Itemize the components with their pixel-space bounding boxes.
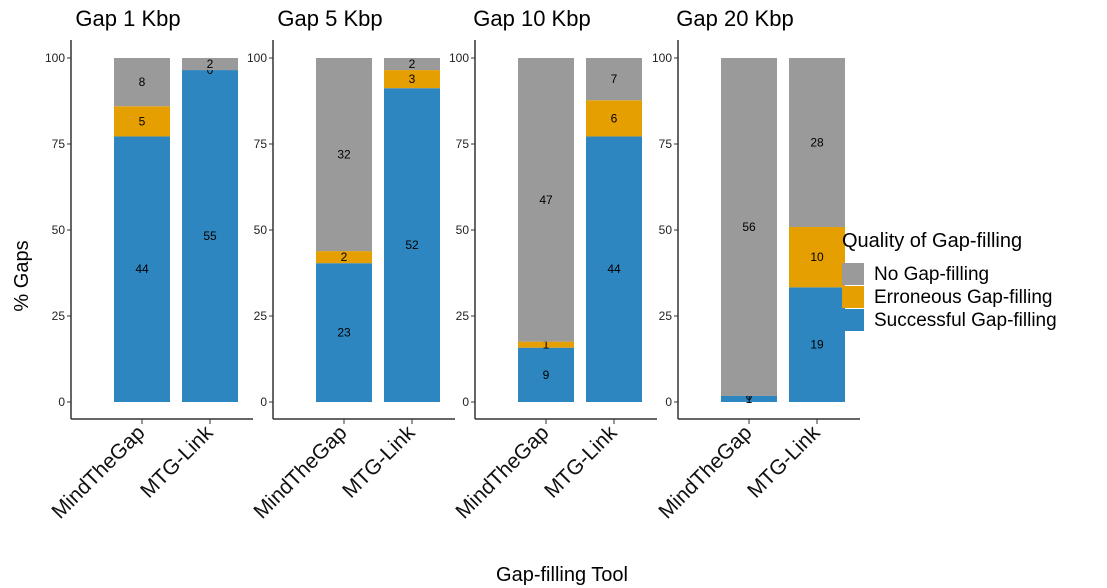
x-tick-label: MindTheGap: [654, 421, 756, 523]
data-label: 2: [341, 250, 348, 264]
bar-segment-successful-gap-filling: [316, 263, 372, 402]
data-label: 1: [543, 338, 550, 352]
data-label: 10: [810, 250, 824, 264]
legend-label: Erroneous Gap-filling: [874, 287, 1052, 308]
legend-title: Quality of Gap-filling: [842, 230, 1022, 252]
bar-segment-successful-gap-filling: [182, 70, 238, 402]
data-label: 2: [207, 57, 214, 71]
y-tick-label: 25: [456, 309, 470, 323]
legend-swatch: [842, 309, 864, 331]
y-tick-label: 25: [254, 309, 268, 323]
bar-segment-erroneous-gap-filling: [518, 341, 574, 348]
data-label: 3: [409, 72, 416, 86]
y-tick-label: 100: [652, 51, 672, 65]
x-tick-label: MindTheGap: [47, 421, 149, 523]
y-tick-label: 50: [659, 223, 673, 237]
panel-title: Gap 20 Kbp: [676, 6, 793, 31]
bar-segment-erroneous-gap-filling: [586, 100, 642, 137]
y-tick-label: 75: [659, 137, 673, 151]
data-label: 55: [203, 229, 217, 243]
x-tick-label: MindTheGap: [249, 421, 351, 523]
x-tick-label: MTG-Link: [743, 421, 825, 503]
data-label: 9: [543, 368, 550, 382]
bar-segment-successful-gap-filling: [384, 88, 440, 402]
y-tick-label: 50: [52, 223, 66, 237]
data-label: 52: [405, 238, 419, 252]
bar-segment-successful-gap-filling: [518, 347, 574, 402]
data-label: 44: [135, 262, 149, 276]
bar-segment-erroneous-gap-filling: [384, 70, 440, 89]
y-tick-label: 75: [52, 137, 66, 151]
legend-swatch: [842, 286, 864, 308]
bar-segment-successful-gap-filling: [789, 287, 845, 402]
panel-1: Gap 1 Kbp02550751004458MindTheGap5502MTG…: [45, 6, 253, 523]
bar-segment-no-gap-filling: [518, 58, 574, 342]
x-tick-label: MTG-Link: [338, 421, 420, 503]
y-tick-label: 0: [58, 395, 65, 409]
y-tick-label: 75: [456, 137, 470, 151]
x-axis-title: Gap-filling Tool: [496, 564, 628, 586]
y-tick-label: 0: [462, 395, 469, 409]
x-tick-label: MTG-Link: [540, 421, 622, 503]
bar-segment-no-gap-filling: [182, 58, 238, 71]
bar-segment-no-gap-filling: [114, 58, 170, 107]
x-tick-label: MindTheGap: [451, 421, 553, 523]
data-label: 7: [611, 72, 618, 86]
bar-segment-no-gap-filling: [586, 58, 642, 101]
data-label: 19: [810, 338, 824, 352]
y-tick-label: 100: [449, 51, 469, 65]
bar-segment-erroneous-gap-filling: [789, 226, 845, 288]
bar-segment-erroneous-gap-filling: [316, 251, 372, 264]
data-label: 1: [746, 392, 753, 406]
data-label: 8: [139, 75, 146, 89]
panel-2: Gap 5 Kbp025507510023232MindTheGap5232MT…: [247, 6, 455, 523]
data-label: 28: [810, 135, 824, 149]
y-tick-label: 75: [254, 137, 268, 151]
data-label: 56: [742, 220, 756, 234]
y-axis-title: % Gaps: [11, 240, 33, 311]
y-tick-label: 25: [659, 309, 673, 323]
data-label: 23: [337, 326, 351, 340]
panel-4: Gap 20 Kbp02550751001056MindTheGap191028…: [652, 6, 860, 523]
bar-segment-successful-gap-filling: [586, 136, 642, 402]
data-label: 5: [139, 114, 146, 128]
y-tick-label: 100: [247, 51, 267, 65]
y-tick-label: 0: [665, 395, 672, 409]
legend-label: Successful Gap-filling: [874, 310, 1057, 331]
panel-title: Gap 10 Kbp: [473, 6, 590, 31]
data-label: 2: [409, 57, 416, 71]
bar-segment-no-gap-filling: [721, 58, 777, 396]
bar-segment-erroneous-gap-filling: [114, 106, 170, 137]
panel-title: Gap 1 Kbp: [75, 6, 180, 31]
panel-title: Gap 5 Kbp: [277, 6, 382, 31]
legend: Quality of Gap-filling No Gap-fillingErr…: [842, 230, 1057, 331]
bar-segment-successful-gap-filling: [721, 395, 777, 402]
bar-segment-no-gap-filling: [384, 58, 440, 71]
data-label: 47: [539, 193, 553, 207]
legend-label: No Gap-filling: [874, 264, 989, 285]
data-label: 44: [607, 262, 621, 276]
legend-swatch: [842, 263, 864, 285]
y-tick-label: 25: [52, 309, 66, 323]
y-tick-label: 50: [456, 223, 470, 237]
bar-segment-no-gap-filling: [789, 58, 845, 227]
bar-segment-no-gap-filling: [316, 58, 372, 252]
bar-segment-successful-gap-filling: [114, 136, 170, 402]
panel-3: Gap 10 Kbp 0 25 50 75 100 9 1 47 MindTheGap 44 6 7 MT…: [449, 6, 657, 523]
y-tick-label: 100: [45, 51, 65, 65]
y-tick-label: 50: [254, 223, 268, 237]
data-label: 6: [611, 111, 618, 125]
data-label: 32: [337, 148, 351, 162]
x-tick-label: MTG-Link: [136, 421, 218, 503]
y-tick-label: 0: [260, 395, 267, 409]
